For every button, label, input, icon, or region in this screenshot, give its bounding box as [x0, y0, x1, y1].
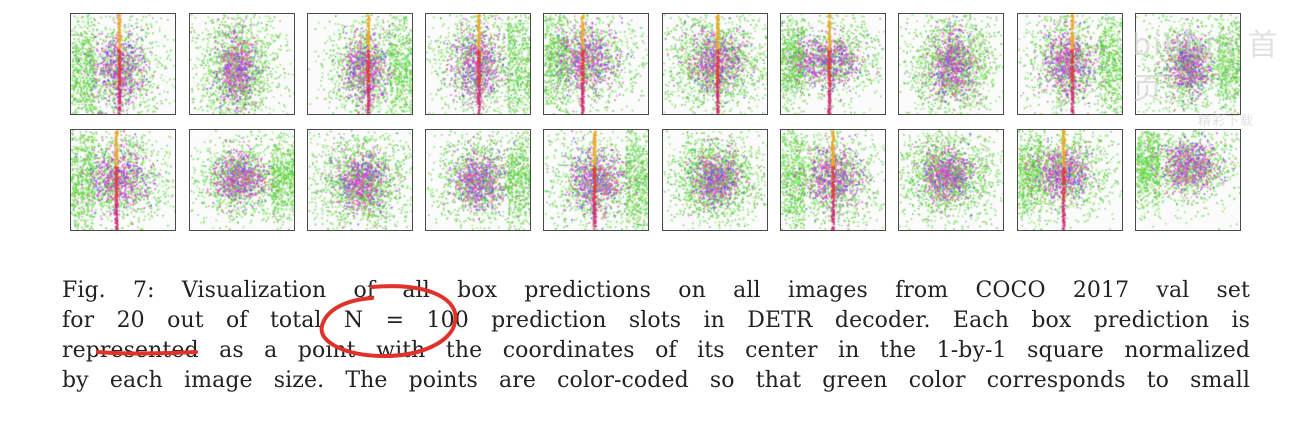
scatter-points — [426, 14, 530, 114]
scatter-points — [71, 14, 175, 114]
scatter-points — [190, 14, 294, 114]
scatter-points — [1136, 130, 1240, 230]
scatter-points — [308, 130, 412, 230]
caption-line-3: represented as a point with the coordina… — [62, 338, 1250, 363]
caption-line-1: Fig. 7: Visualization of all box predict… — [62, 278, 1250, 303]
scatter-points — [663, 14, 767, 114]
scatter-panel — [543, 13, 649, 115]
figure-grid — [70, 13, 1241, 231]
scatter-points — [899, 14, 1003, 114]
scatter-panel — [1135, 129, 1241, 231]
caption-line-2: for 20 out of total N = 100 prediction s… — [62, 308, 1250, 333]
scatter-points — [1136, 14, 1240, 114]
watermark-main: bilibili 首页 — [1132, 28, 1280, 107]
scatter-points — [426, 130, 530, 230]
scatter-points — [544, 130, 648, 230]
scatter-points — [190, 130, 294, 230]
scatter-panel — [780, 13, 886, 115]
caption-line-4: by each image size. The points are color… — [62, 368, 1250, 393]
scatter-panel — [425, 13, 531, 115]
scatter-panel — [425, 129, 531, 231]
scatter-panel — [70, 13, 176, 115]
scatter-points — [663, 130, 767, 230]
scatter-panel — [780, 129, 886, 231]
scatter-points — [1018, 14, 1122, 114]
scatter-points — [1018, 130, 1122, 230]
scatter-points — [899, 130, 1003, 230]
figure-caption: Fig. 7: Visualization of all box predict… — [62, 276, 1250, 396]
scatter-panel — [70, 129, 176, 231]
scatter-panel — [307, 129, 413, 231]
scatter-panel — [1017, 129, 1123, 231]
scatter-panel — [189, 129, 295, 231]
scatter-panel — [189, 13, 295, 115]
scatter-panel — [1135, 13, 1241, 115]
scatter-points — [308, 14, 412, 114]
scatter-points — [781, 14, 885, 114]
scatter-panel — [662, 129, 768, 231]
scatter-panel — [662, 13, 768, 115]
scatter-panel — [1017, 13, 1123, 115]
scatter-panel — [543, 129, 649, 231]
scatter-panel — [307, 13, 413, 115]
scatter-panel — [898, 129, 1004, 231]
watermark-sub: 精彩下载 — [1198, 114, 1255, 129]
bilibili-watermark: bilibili 首页 精彩下载 — [1132, 20, 1302, 129]
scatter-points — [781, 130, 885, 230]
scatter-panel — [898, 13, 1004, 115]
scatter-points — [544, 14, 648, 114]
scatter-points — [71, 130, 175, 230]
